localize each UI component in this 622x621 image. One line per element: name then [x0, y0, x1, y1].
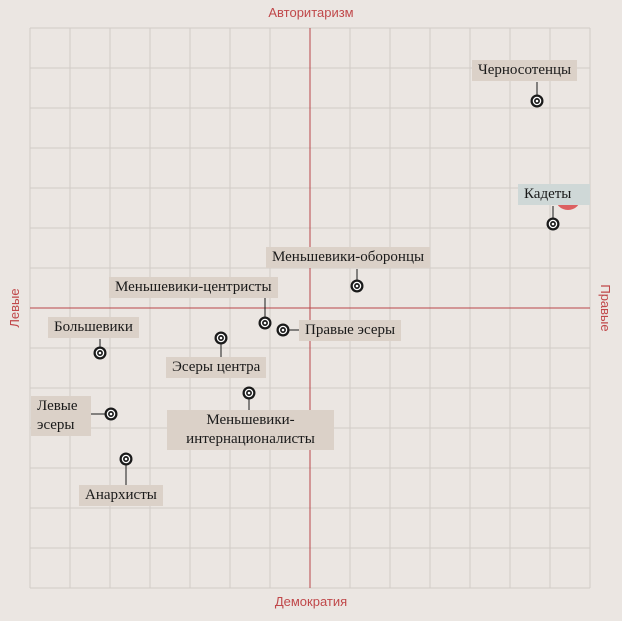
party-dot-center-levye-esery — [109, 412, 113, 416]
party-dot-ring-levye-esery — [106, 409, 116, 419]
party-label-pravye-esery: Правые эсеры — [299, 320, 402, 341]
party-dot-center-esery-tsentra — [219, 336, 223, 340]
axis-label-left: Левые — [7, 288, 22, 328]
party-dot-ring-kadety — [548, 219, 558, 229]
party-dot-ring-pravye-esery — [278, 325, 288, 335]
party-label-bolsheviki: Большевики — [48, 317, 139, 338]
party-label-menshevik-tsentristy: Меньшевики-центристы — [109, 277, 278, 298]
party-label-anarkhisty: Анархисты — [79, 485, 163, 506]
party-label-esery-tsentra: Эсеры центра — [166, 357, 267, 378]
party-dot-ring-anarkhisty — [121, 454, 131, 464]
party-dot-ring-menshevik-tsentristy — [260, 318, 270, 328]
party-dot-center-menshevik-oborontsy — [355, 284, 359, 288]
party-dot-center-bolsheviki — [98, 351, 102, 355]
party-dot-center-menshevik-internatsionalisty — [247, 391, 251, 395]
party-label-menshevik-internatsionalisty: Меньшевики-интернационалисты — [167, 410, 334, 450]
party-dot-ring-menshevik-oborontsy — [352, 281, 362, 291]
party-dot-ring-chernosotentsy — [532, 96, 542, 106]
party-dot-center-menshevik-tsentristy — [263, 321, 267, 325]
party-label-menshevik-oborontsy: Меньшевики-оборонцы — [266, 247, 431, 268]
party-dot-ring-menshevik-internatsionalisty — [244, 388, 254, 398]
party-dot-center-pravye-esery — [281, 328, 285, 332]
party-dot-center-kadety — [551, 222, 555, 226]
party-label-kadety: Кадеты — [518, 184, 590, 205]
party-dot-center-chernosotentsy — [535, 99, 539, 103]
party-dot-ring-bolsheviki — [95, 348, 105, 358]
party-dot-center-anarkhisty — [124, 457, 128, 461]
axis-label-right: Правые — [598, 284, 613, 332]
party-label-levye-esery: Левые эсеры — [31, 396, 91, 436]
party-dot-ring-esery-tsentra — [216, 333, 226, 343]
axis-label-authoritarianism: Авторитаризм — [268, 5, 354, 20]
axis-label-democracy: Демократия — [274, 594, 348, 609]
party-label-chernosotentsy: Черносотенцы — [472, 60, 578, 81]
